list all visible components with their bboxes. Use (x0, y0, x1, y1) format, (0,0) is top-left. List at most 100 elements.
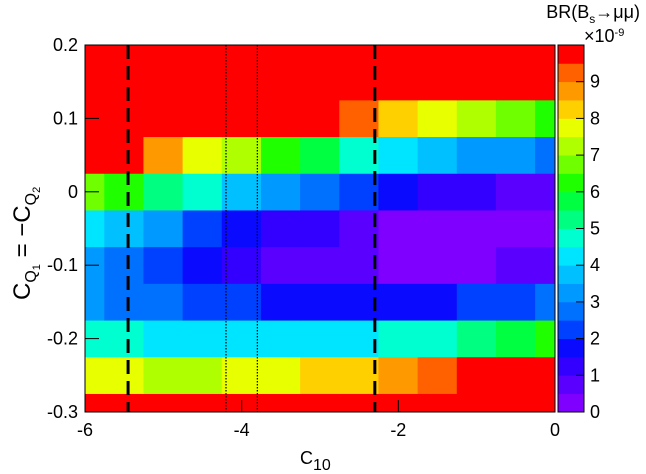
x-axis-label: C10 (300, 448, 331, 474)
colorbar-band (558, 283, 584, 303)
contour-cell (143, 319, 184, 358)
contour-cell (535, 173, 555, 211)
contour-cell (182, 283, 223, 321)
contour-cell (182, 99, 223, 138)
contour-cell (182, 246, 223, 284)
y-tick-label: 0.1 (53, 108, 78, 128)
colorbar-title-part: BR(B (546, 2, 589, 22)
colorbar-band (558, 81, 584, 101)
contour-cell (417, 45, 458, 64)
contour-cell (221, 356, 262, 394)
contour-cell (495, 173, 536, 211)
contour-cell (221, 136, 262, 174)
colorbar-band (558, 173, 584, 193)
contour-cell (221, 63, 262, 101)
contour-cell (221, 283, 262, 321)
x-tick-label: -2 (390, 420, 406, 440)
colorbar-band (558, 301, 584, 321)
contour-cell (417, 209, 458, 248)
contour-cell (85, 356, 105, 394)
contour-cell (143, 99, 184, 138)
x-tick-label: 0 (550, 420, 560, 440)
contour-cell (535, 63, 555, 101)
contour-cell (339, 136, 380, 174)
contour-cell (104, 283, 145, 321)
contour-cell (495, 283, 536, 321)
contour-cell (260, 356, 301, 394)
contour-cell (260, 173, 301, 211)
z-tick-label: 7 (590, 145, 600, 165)
colorbar-band (558, 393, 584, 413)
contour-cell (417, 63, 458, 101)
z-tick-label: 3 (590, 292, 600, 312)
colorbar-band (558, 320, 584, 339)
contour-cell (104, 63, 145, 101)
contour-cell (456, 136, 497, 174)
x-axis-label-part: C (300, 448, 313, 468)
contour-cell (339, 246, 380, 284)
contour-cell (260, 283, 301, 321)
contour-cell (221, 246, 262, 284)
contour-cell (300, 209, 340, 248)
contour-cell (182, 136, 223, 174)
contour-cell (495, 356, 536, 394)
contour-cell (535, 136, 555, 174)
contour-cell (339, 393, 380, 412)
contour-cell (378, 173, 419, 211)
contour-cell (339, 173, 380, 211)
contour-cell (456, 356, 497, 394)
colorbar-band (558, 136, 584, 156)
colorbar-band (558, 375, 584, 395)
colorbar-band (558, 228, 584, 248)
contour-cell (456, 45, 497, 64)
contour-cell (535, 99, 555, 138)
colorbar-band (558, 63, 584, 83)
contour-cell (260, 246, 301, 284)
contour-cell (417, 319, 458, 358)
contour-cell (221, 45, 262, 64)
contour-cell (260, 45, 301, 64)
contour-cell (495, 319, 536, 358)
contour-cell (339, 319, 380, 358)
contour-cell (339, 63, 380, 101)
contour-cell (339, 283, 380, 321)
colorbar-band (558, 118, 584, 138)
contour-cell (104, 246, 145, 284)
contour-cell (300, 173, 340, 211)
contour-cell (143, 173, 184, 211)
contour-cell (85, 283, 105, 321)
contour-cell (221, 173, 262, 211)
y-tick-label: -0.2 (47, 329, 78, 349)
y-axis-label: CQ1 = −CQ2 (9, 187, 43, 300)
contour-cell (182, 45, 223, 64)
colorbar-title: BR(Bs→μμ) (546, 2, 640, 26)
colorbar-scale-part: -9 (615, 27, 625, 39)
contour-cell (260, 209, 301, 248)
z-tick-label: 8 (590, 108, 600, 128)
contour-cell (85, 63, 105, 101)
contour-cell (417, 136, 458, 174)
colorbar-band (558, 45, 584, 64)
contour-cell (378, 99, 419, 138)
contour-cell (456, 173, 497, 211)
contour-cell (535, 209, 555, 248)
contour-cell (456, 319, 497, 358)
contour-cell (260, 136, 301, 174)
contour-cell (182, 209, 223, 248)
contour-cell (182, 319, 223, 358)
z-tick-label: 5 (590, 219, 600, 239)
contour-cell (85, 136, 105, 174)
y-axis-label-part: = −C (9, 205, 36, 264)
contour-cell (182, 393, 223, 412)
contour-cell (456, 283, 497, 321)
z-tick-label: 1 (590, 365, 600, 385)
contour-cell (182, 63, 223, 101)
contour-cell (300, 99, 340, 138)
contour-cell (339, 209, 380, 248)
contour-cell (378, 209, 419, 248)
contour-cell (495, 63, 536, 101)
contour-cell (104, 356, 145, 394)
contour-cell (104, 136, 145, 174)
contour-cell (378, 246, 419, 284)
